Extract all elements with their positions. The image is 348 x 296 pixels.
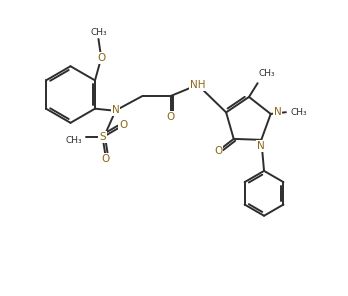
Text: CH₃: CH₃ — [66, 136, 82, 144]
Text: CH₃: CH₃ — [259, 69, 276, 78]
Text: N: N — [274, 107, 282, 117]
Text: N: N — [257, 141, 264, 151]
Text: O: O — [119, 120, 127, 130]
Text: O: O — [214, 146, 222, 156]
Text: N: N — [112, 105, 120, 115]
Text: CH₃: CH₃ — [90, 28, 107, 37]
Text: NH: NH — [190, 80, 206, 90]
Text: O: O — [101, 154, 110, 164]
Text: CH₃: CH₃ — [291, 108, 307, 117]
Text: S: S — [99, 132, 106, 142]
Text: O: O — [97, 53, 105, 63]
Text: O: O — [167, 112, 175, 122]
